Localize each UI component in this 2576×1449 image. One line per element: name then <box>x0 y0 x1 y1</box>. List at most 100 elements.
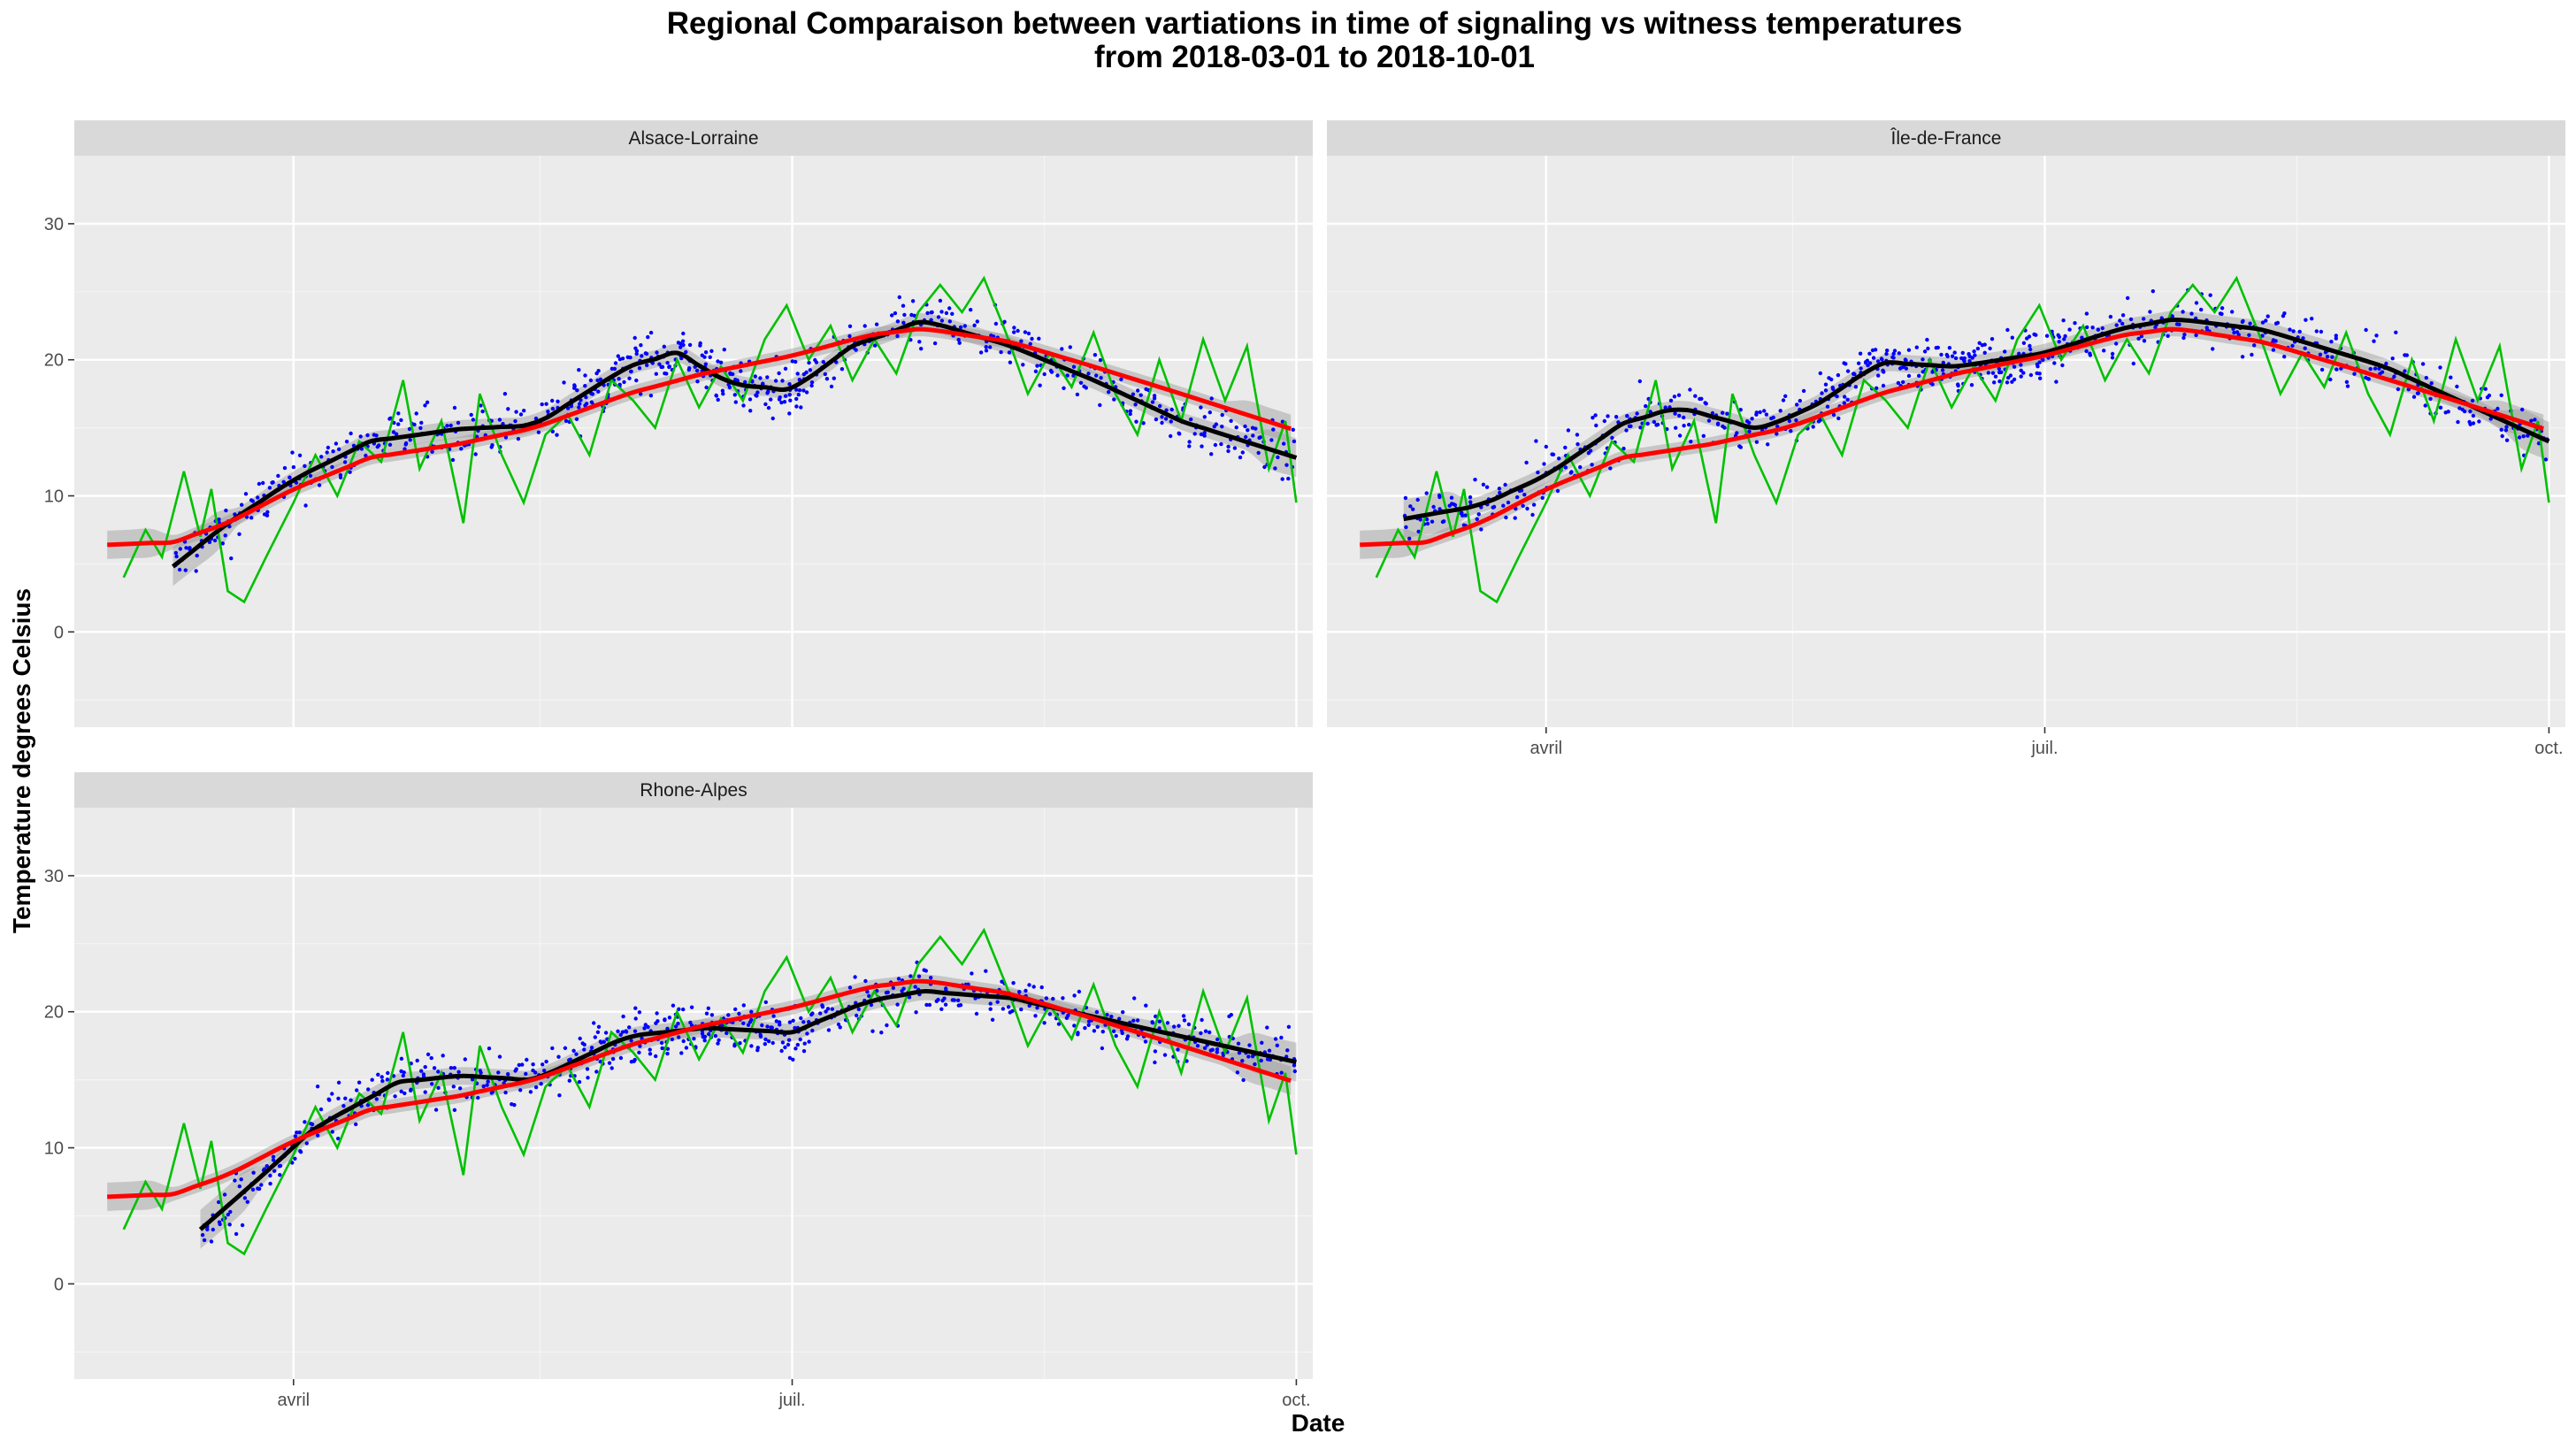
signaling-point <box>1195 1044 1200 1048</box>
signaling-point <box>572 383 577 387</box>
signaling-point <box>1842 401 1846 405</box>
signaling-point <box>1491 504 1497 510</box>
signaling-point <box>2021 341 2027 345</box>
signaling-point <box>820 1005 825 1009</box>
signaling-point <box>2496 406 2500 411</box>
signaling-point <box>1259 1058 1263 1063</box>
signaling-point <box>343 1096 348 1100</box>
signaling-point <box>594 1070 599 1074</box>
signaling-point <box>265 510 270 514</box>
signaling-point <box>748 397 753 402</box>
signaling-point <box>1967 358 1972 364</box>
signaling-point <box>341 1104 346 1108</box>
signaling-point <box>637 1050 641 1055</box>
signaling-point <box>1775 432 1779 436</box>
y-tick-label: 30 <box>44 215 64 234</box>
signaling-point <box>624 1030 629 1034</box>
signaling-point <box>758 1032 763 1038</box>
signaling-point <box>1030 336 1034 341</box>
signaling-point <box>760 1023 764 1028</box>
signaling-point <box>1525 506 1530 511</box>
signaling-point <box>282 465 288 471</box>
plot-area <box>1360 275 2550 604</box>
signaling-point <box>1920 370 1925 374</box>
signaling-point <box>1141 421 1146 426</box>
signaling-point <box>2488 417 2493 421</box>
signaling-point <box>1215 1037 1220 1042</box>
signaling-point <box>2240 319 2245 325</box>
signaling-point <box>1181 1014 1186 1018</box>
signaling-point <box>1291 427 1296 432</box>
signaling-point <box>2455 384 2459 389</box>
signaling-point <box>1875 359 1881 364</box>
signaling-point <box>1282 441 1286 446</box>
signaling-point <box>670 1037 675 1042</box>
signaling-point <box>665 361 670 365</box>
signaling-point <box>1048 368 1054 373</box>
signaling-point <box>330 1130 334 1134</box>
signaling-point <box>365 1103 371 1108</box>
signaling-point <box>399 418 403 423</box>
signaling-point <box>936 315 941 319</box>
signaling-point <box>618 1032 623 1038</box>
signaling-point <box>628 369 633 374</box>
witness-smooth-line <box>107 978 1292 1200</box>
signaling-point <box>432 1066 437 1070</box>
signaling-point <box>1408 504 1413 509</box>
signaling-point <box>901 986 906 991</box>
signaling-point <box>689 1005 694 1009</box>
signaling-point <box>276 473 280 479</box>
signaling-point <box>1182 1018 1187 1023</box>
signaling-point <box>847 324 853 328</box>
x-tick-label: avril <box>277 1391 310 1410</box>
signaling-point <box>741 1003 746 1008</box>
signaling-point <box>356 1080 362 1085</box>
signaling-point <box>2328 377 2333 382</box>
signaling-point <box>627 376 632 380</box>
signaling-point <box>1506 500 1511 505</box>
signaling-point <box>1039 985 1044 990</box>
signaling-point <box>1418 518 1422 522</box>
signaling-point <box>765 1024 770 1029</box>
signaling-point <box>1811 425 1815 429</box>
signaling-point <box>766 389 770 394</box>
signaling-point <box>733 400 738 404</box>
signaling-point <box>1416 529 1421 534</box>
signaling-point <box>1575 433 1580 437</box>
signaling-point <box>2411 395 2417 399</box>
signaling-point <box>855 1013 859 1018</box>
signaling-point <box>2027 334 2032 339</box>
signaling-point <box>2247 333 2251 337</box>
signaling-point <box>1503 482 1507 487</box>
signaling-point <box>799 1016 803 1021</box>
signaling-point <box>610 1056 616 1062</box>
signaling-point <box>1778 409 1782 413</box>
signaling-point <box>267 486 272 490</box>
signaling-point <box>490 443 494 448</box>
signaling-point <box>1635 411 1639 416</box>
signaling-point <box>309 1122 313 1126</box>
signaling-point <box>223 533 227 538</box>
signaling-point <box>1540 495 1545 500</box>
signaling-point <box>787 411 792 416</box>
signaling-point <box>1871 356 1876 360</box>
signaling-point <box>671 1003 676 1008</box>
signaling-point <box>634 349 640 353</box>
signaling-point <box>516 436 521 441</box>
signaling-point <box>1286 1024 1292 1030</box>
signaling-point <box>914 1010 918 1015</box>
signaling-point <box>1279 1070 1284 1075</box>
signaling-point <box>969 308 973 312</box>
signaling-point <box>1172 1024 1177 1029</box>
signaling-point <box>829 384 834 389</box>
signaling-point <box>522 409 526 413</box>
signaling-point <box>337 447 341 451</box>
signaling-point <box>2364 327 2368 333</box>
signaling-point <box>1676 393 1682 397</box>
signaling-point <box>202 1238 207 1243</box>
witness-smooth-ribbon <box>1360 322 2544 559</box>
signaling-point <box>1011 981 1016 985</box>
signaling-point <box>524 1071 528 1077</box>
signaling-point <box>1941 360 1945 365</box>
